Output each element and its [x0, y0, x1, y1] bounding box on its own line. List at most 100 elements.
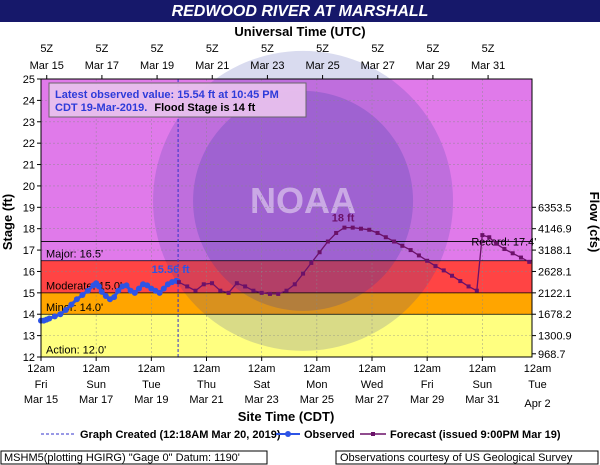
- forecast-point: [251, 288, 256, 293]
- forecast-point: [392, 239, 397, 244]
- x-axis-title: Site Time (CDT): [238, 409, 335, 424]
- observed-point: [95, 283, 102, 290]
- flow-tick-label: 2122.1: [538, 288, 572, 300]
- forecast-point: [502, 247, 507, 252]
- observed-peak-label: 15.56 ft: [152, 264, 190, 276]
- legend-observed-label: Observed: [304, 429, 355, 441]
- y-tick-label: 25: [23, 74, 35, 86]
- plot-frame: [40, 78, 533, 358]
- forecast-point: [201, 282, 206, 287]
- forecast-point: [267, 291, 272, 296]
- bottom-tick-label-time: 12am: [524, 363, 552, 375]
- y-tick-label: 22: [23, 138, 35, 150]
- flow-tick-label: 4146.9: [538, 224, 572, 236]
- record-label: Record: 17.4': [471, 237, 536, 249]
- forecast-point: [518, 255, 523, 260]
- forecast-point: [433, 264, 438, 269]
- bottom-tick-label-day: Fri: [421, 379, 434, 391]
- legend-created-label: Graph Created (12:18AM Mar 20, 2019): [80, 429, 281, 441]
- bottom-tick-label-date: Mar 21: [189, 394, 223, 406]
- forecast-point: [218, 288, 223, 293]
- flow-tick-label: 3188.1: [538, 245, 572, 257]
- bottom-tick-label-time: 12am: [82, 363, 110, 375]
- y-tick-label: 20: [23, 181, 35, 193]
- top-tick-label-date: Mar 25: [305, 60, 339, 72]
- observed-point: [79, 291, 86, 298]
- forecast-point: [176, 280, 181, 285]
- bottom-tick-label-date: Mar 25: [300, 394, 334, 406]
- observed-point: [46, 315, 53, 322]
- forecast-peak-label: 18 ft: [332, 213, 355, 225]
- forecast-point: [325, 239, 330, 244]
- bottom-tick-label-time: 12am: [358, 363, 386, 375]
- top-tick-label-utc: 5Z: [261, 43, 274, 55]
- y-tick-label: 18: [23, 224, 35, 236]
- bottom-tick-label-time: 12am: [27, 363, 55, 375]
- top-tick-label-utc: 5Z: [40, 43, 53, 55]
- y-tick-label: 15: [23, 288, 35, 300]
- top-tick-label-utc: 5Z: [371, 43, 384, 55]
- forecast-point: [284, 288, 289, 293]
- bottom-tick-label-time: 12am: [193, 363, 221, 375]
- forecast-point: [441, 268, 446, 273]
- watermark-inner: [193, 90, 414, 311]
- observed-point: [84, 287, 91, 294]
- top-tick-label-utc: 5Z: [426, 43, 439, 55]
- legend-forecast-marker: [371, 432, 375, 436]
- band-1: [41, 292, 532, 315]
- observed-point: [144, 282, 151, 289]
- forecast-point: [210, 281, 215, 286]
- observed-point: [156, 289, 163, 296]
- y-tick-label: 23: [23, 117, 35, 129]
- bottom-tick-label-date: Mar 23: [245, 394, 279, 406]
- forecast-point: [375, 230, 380, 235]
- bottom-tick-label-time: 12am: [303, 363, 331, 375]
- observed-point: [135, 285, 142, 292]
- bottom-tick-label-date: Mar 31: [465, 394, 499, 406]
- y-tick-label: 19: [23, 202, 35, 214]
- legend-observed-marker: [285, 431, 291, 437]
- bottom-tick-label-time: 12am: [248, 363, 276, 375]
- forecast-point: [400, 243, 405, 248]
- forecast-point: [350, 225, 355, 230]
- y2-axis-title: Flow (cfs): [587, 192, 600, 253]
- y-tick-label: 14: [23, 309, 35, 321]
- top-tick-label-date: Mar 31: [471, 60, 505, 72]
- latest-observed-box: Latest observed value: 15.54 ft at 10:45…: [48, 82, 307, 118]
- forecast-point: [301, 271, 306, 276]
- forecast-point: [527, 259, 532, 264]
- y-tick-label: 17: [23, 245, 35, 257]
- bottom-tick-label-date: Mar 29: [410, 394, 444, 406]
- bottom-tick-label-time: 12am: [413, 363, 441, 375]
- axes-group: 12 13 14 15 16 17 18 19 20 21 22 23 24 25 968.7 1300.9 1…: [23, 43, 572, 410]
- forecast-point: [474, 288, 479, 293]
- forecast-point: [510, 251, 515, 256]
- latest-observed-line1: Latest observed value: 15.54 ft at 10:45…: [55, 89, 279, 101]
- forecast-point: [317, 250, 322, 255]
- bottom-tick-label-day: Sat: [253, 379, 270, 391]
- flow-tick-label: 2628.1: [538, 266, 572, 278]
- footer-right-box: [335, 450, 599, 465]
- band-label: Moderate: 15.0': [46, 281, 122, 293]
- title-bar: [0, 0, 600, 22]
- observed-point: [131, 289, 138, 296]
- top-tick-label-date: Mar 21: [195, 60, 229, 72]
- bottom-tick-label-time: 12am: [469, 363, 497, 375]
- bottom-tick-label-date: Mar 15: [24, 394, 58, 406]
- y-axis-title: Stage (ft): [0, 194, 15, 250]
- bottom-tick-label-date: Mar 17: [79, 394, 113, 406]
- watermark-text: NOAA: [250, 180, 356, 221]
- flood-stage-text: Flood Stage is 14 ft: [154, 102, 255, 114]
- forecast-point: [234, 281, 239, 286]
- band-label: Minor: 14.0': [46, 302, 103, 314]
- bottom-tick-label-day: Tue: [142, 379, 161, 391]
- bottom-tick-label-day: Tue: [528, 379, 547, 391]
- flood-stage-bands: [41, 79, 532, 357]
- observed-point: [51, 313, 58, 320]
- y-tick-label: 12: [23, 352, 35, 364]
- bottom-tick-label-day: Sun: [86, 379, 106, 391]
- forecast-point: [243, 284, 248, 289]
- observed-point: [68, 301, 75, 308]
- top-tick-label-utc: 5Z: [206, 43, 219, 55]
- observed-point: [115, 287, 122, 294]
